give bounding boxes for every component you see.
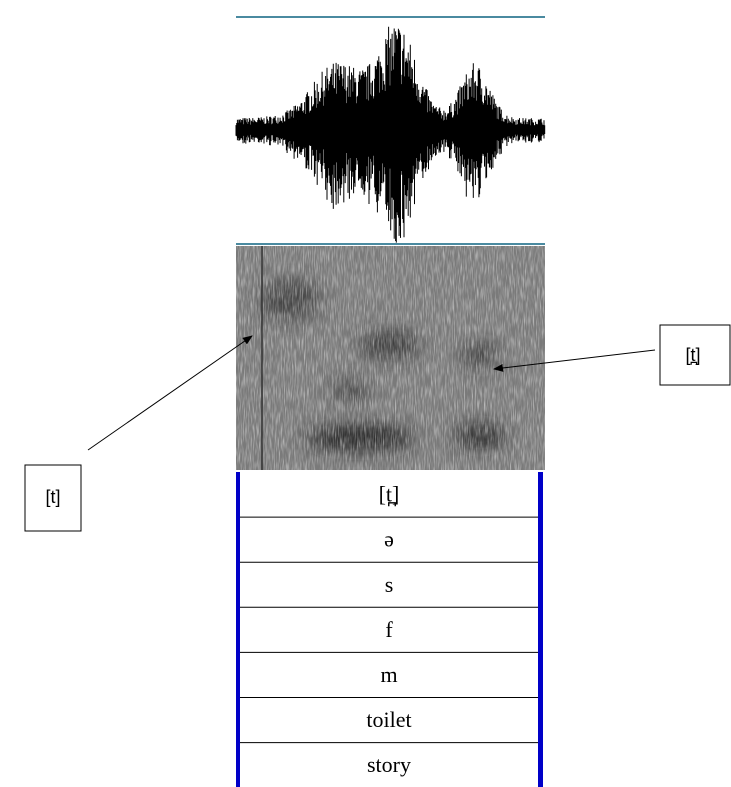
spectrogram-noise [236,246,545,470]
table-right-border [538,472,543,787]
spectrogram [236,246,545,470]
cell-text: story [367,752,411,777]
cell-text: toilet [366,707,411,732]
table-left-border [236,472,240,787]
figure: [t̪] əsfm toilet story [t] [t̪] [0,0,731,787]
annotation-label: [t] [45,487,60,507]
waveform-trace [236,27,545,243]
cell-text: f [385,617,393,642]
annotation-arrow [88,336,252,450]
cell-text: s [385,572,394,597]
annotation-label: [t̪] [685,345,700,366]
page: [t̪]əsfmtoiletstory [t] [t̪] (() => { co… [0,0,731,787]
cell-text: m [380,662,397,687]
waveform [236,17,545,244]
cell-text: ə [384,527,394,552]
cell-text: [t̪] [379,482,400,507]
